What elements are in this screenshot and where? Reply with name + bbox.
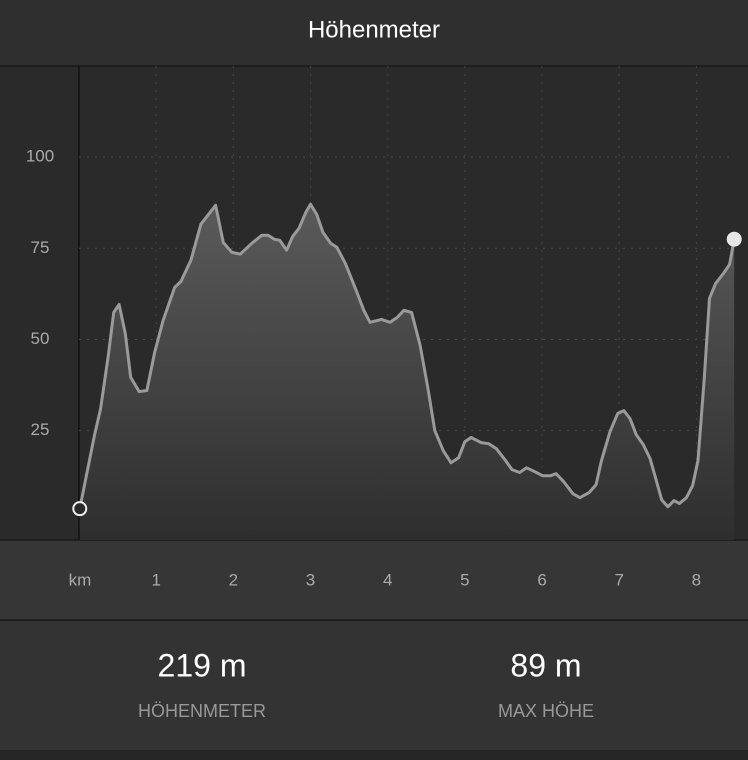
start-marker [72, 501, 88, 517]
stat-label: HÖHENMETER [138, 701, 266, 721]
x-tick-label: 1 [151, 570, 160, 589]
y-tick-label: 25 [31, 420, 50, 439]
x-tick-label: 6 [537, 570, 546, 589]
header-bar [0, 0, 748, 66]
x-tick-label: 4 [383, 570, 392, 589]
area-fill [79, 204, 735, 540]
elevation-line [78, 202, 736, 509]
stat-value: 89 m [510, 647, 581, 683]
stat-value: 219 m [158, 647, 247, 683]
stats-panel [0, 621, 748, 750]
bottom-strip [0, 750, 748, 760]
title: Höhenmeter [308, 16, 440, 43]
stat-label: MAX HÖHE [498, 701, 594, 721]
y-tick-label: 100 [26, 147, 54, 166]
x-tick-label: 7 [615, 570, 624, 589]
x-axis-label: km [69, 570, 92, 589]
x-tick-label: 2 [229, 570, 238, 589]
x-axis-row [0, 540, 748, 620]
y-tick-label: 50 [31, 329, 50, 348]
x-tick-label: 3 [306, 570, 315, 589]
end-marker [726, 231, 742, 247]
y-tick-label: 75 [31, 238, 50, 257]
x-tick-label: 5 [460, 570, 469, 589]
x-tick-label: 8 [692, 570, 701, 589]
